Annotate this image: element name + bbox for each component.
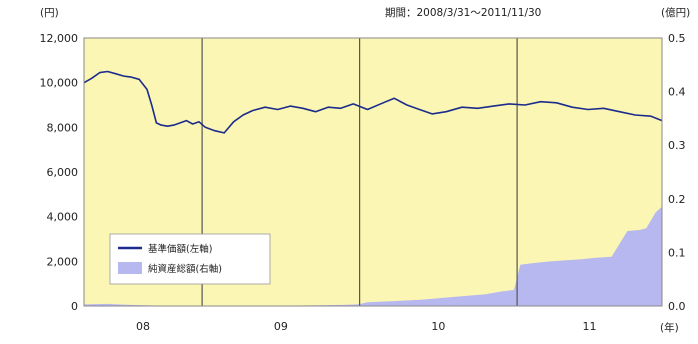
legend: 基準価額(左軸) 純資産総額(右軸) bbox=[109, 233, 271, 285]
right-tick-label: 0.4 bbox=[668, 86, 686, 99]
legend-box bbox=[109, 233, 271, 285]
left-tick-label: 2,000 bbox=[47, 255, 79, 268]
x-tick-label: 10 bbox=[431, 320, 445, 333]
legend-swatch-assets bbox=[118, 262, 142, 274]
right-tick-label: 0.1 bbox=[668, 246, 686, 259]
legend-label-assets: 純資産総額(右軸) bbox=[148, 263, 222, 275]
right-tick-label: 0.5 bbox=[668, 32, 686, 45]
left-tick-label: 6,000 bbox=[47, 166, 79, 179]
right-tick-label: 0.2 bbox=[668, 193, 686, 206]
right-tick-label: 0.3 bbox=[668, 139, 686, 152]
right-tick-label: 0.0 bbox=[668, 300, 686, 313]
nav-line bbox=[83, 70, 663, 134]
x-axis-unit: (年) bbox=[660, 321, 679, 334]
left-tick-label: 4,000 bbox=[47, 211, 79, 224]
left-axis-unit: (円) bbox=[40, 7, 59, 19]
x-tick-label: 08 bbox=[136, 320, 150, 333]
nav-series bbox=[83, 70, 663, 134]
left-tick-label: 8,000 bbox=[47, 121, 79, 134]
left-axis: 0 2,000 4,000 6,000 8,000 10,000 12,000 bbox=[40, 32, 79, 313]
left-tick-label: 0 bbox=[71, 300, 78, 313]
right-axis-unit: (億円) bbox=[661, 6, 690, 19]
left-tick-label: 10,000 bbox=[40, 77, 79, 90]
x-tick-label: 09 bbox=[274, 320, 288, 333]
plot-frame bbox=[83, 37, 663, 307]
period-label: 期間：2008/3/31～2011/11/30 bbox=[385, 7, 541, 19]
legend-label-nav: 基準価額(左軸) bbox=[148, 243, 212, 255]
left-tick-label: 12,000 bbox=[40, 32, 79, 45]
x-axis: 08 09 10 11 bbox=[136, 320, 596, 333]
right-axis: 0.0 0.1 0.2 0.3 0.4 0.5 bbox=[668, 32, 686, 313]
x-tick-label: 11 bbox=[583, 320, 597, 333]
